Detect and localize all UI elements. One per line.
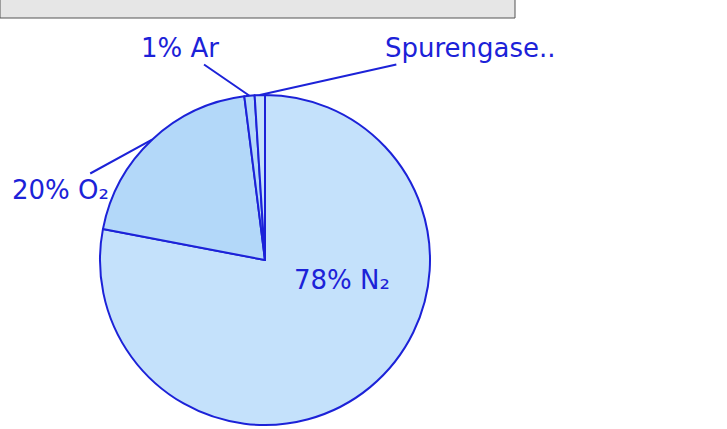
svg-text:78% N₂: 78% N₂	[294, 265, 390, 295]
svg-text:Spurengase..: Spurengase..	[385, 33, 556, 63]
svg-text:20% O₂: 20% O₂	[12, 175, 109, 205]
svg-text:1% Ar: 1% Ar	[141, 33, 219, 63]
